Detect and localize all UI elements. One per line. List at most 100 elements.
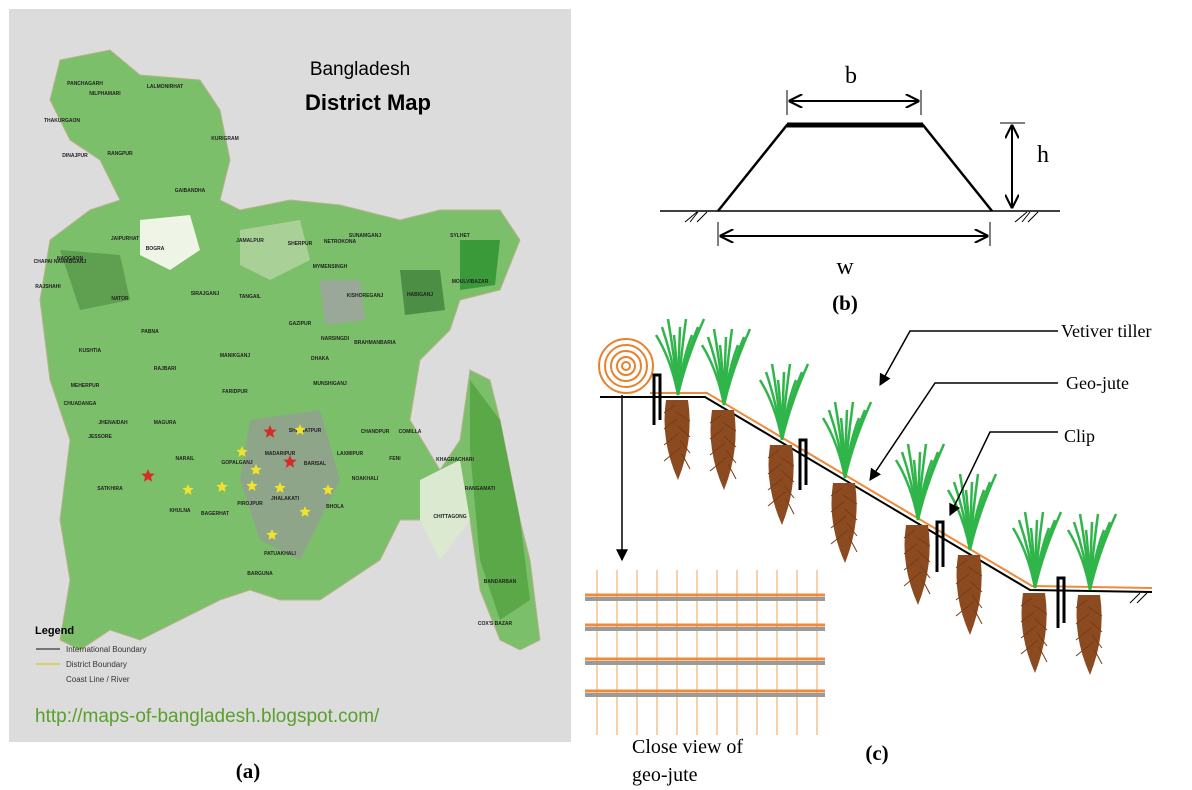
district-label: PABNA bbox=[141, 329, 159, 335]
district-label: KURIGRAM bbox=[211, 136, 239, 142]
district-label: CHUADANGA bbox=[64, 401, 97, 407]
label-b: b bbox=[845, 63, 857, 89]
district-label: KHAGRACHARI bbox=[436, 457, 474, 463]
caption-a: (a) bbox=[236, 759, 261, 783]
root bbox=[1077, 595, 1102, 675]
district-label: SYLHET bbox=[450, 233, 470, 239]
district-label: GAIBANDHA bbox=[175, 188, 206, 194]
district-label: PATUAKHALI bbox=[264, 551, 296, 557]
district-label: KISHOREGANJ bbox=[347, 293, 384, 299]
label-w: w bbox=[836, 254, 854, 280]
district-label: BRAHMANBARIA bbox=[354, 340, 396, 346]
district-label: PANCHAGARH bbox=[67, 81, 103, 87]
legend-item: District Boundary bbox=[66, 660, 127, 669]
district-label: RANGPUR bbox=[107, 151, 133, 157]
district-label: JHENAIDAH bbox=[98, 420, 128, 426]
slope-protection: Vetiver tiller Geo-jute Clip Close view … bbox=[585, 319, 1152, 786]
district-label: SHARIATPUR bbox=[289, 428, 322, 434]
district-label: GAZIPUR bbox=[289, 321, 312, 327]
district-label: PIROJPUR bbox=[237, 501, 263, 507]
district-label: NOAKHALI bbox=[352, 476, 379, 482]
legend-item: International Boundary bbox=[66, 645, 147, 654]
map-panel: Bangladesh District Map PANCHAGARH THAKUR… bbox=[9, 9, 571, 783]
district-label: TANGAIL bbox=[239, 294, 261, 300]
district-label: CHAPAI NAWABGANJ bbox=[34, 259, 87, 265]
figure: Bangladesh District Map PANCHAGARH THAKUR… bbox=[0, 0, 1192, 790]
root bbox=[832, 483, 857, 563]
caption-b: (b) bbox=[832, 291, 858, 315]
district-label: RAJBARI bbox=[154, 366, 177, 372]
jute-roll bbox=[599, 339, 653, 393]
close-view-label: geo-jute bbox=[632, 764, 698, 786]
district-label: KUSHTIA bbox=[79, 348, 102, 354]
root bbox=[1022, 593, 1047, 673]
caption-c: (c) bbox=[865, 741, 888, 765]
district-label: JAIPURHAT bbox=[111, 236, 139, 242]
embankment-section: b h w (b) bbox=[660, 63, 1060, 315]
district-label: HABIGANJ bbox=[407, 292, 433, 298]
callout-label: Geo-jute bbox=[1066, 373, 1129, 393]
geo-jute-mesh bbox=[585, 570, 825, 735]
district-label: MUNSHIGANJ bbox=[313, 381, 347, 387]
district-label: MANIKGANJ bbox=[220, 353, 250, 359]
district-label: SIRAJGANJ bbox=[191, 291, 220, 297]
district-label: GOPALGANJ bbox=[221, 460, 253, 466]
district-label: NILPHAMARI bbox=[89, 91, 121, 97]
district-label: MOULVIBAZAR bbox=[452, 279, 489, 285]
label-h: h bbox=[1037, 142, 1049, 168]
page: { "panel_a": { "title_line1": "Banglades… bbox=[0, 0, 1192, 790]
district-label: LAXMIPUR bbox=[337, 451, 364, 457]
district-label: MYMENSINGH bbox=[313, 264, 348, 270]
district-label: BARISAL bbox=[304, 461, 326, 467]
root bbox=[665, 400, 690, 480]
district-label: MADARIPUR bbox=[265, 451, 296, 457]
district-label: SHERPUR bbox=[288, 241, 313, 247]
district-label: KHULNA bbox=[169, 508, 190, 514]
district-label: BHOLA bbox=[326, 504, 344, 510]
district-label: JAMALPUR bbox=[236, 238, 264, 244]
legend-item: Coast Line / River bbox=[66, 675, 130, 684]
district-label: MEHERPUR bbox=[71, 383, 100, 389]
ground-hatch bbox=[685, 212, 1038, 222]
district-label: BAGERHAT bbox=[201, 511, 229, 517]
root bbox=[905, 525, 930, 605]
root bbox=[769, 445, 794, 525]
district-label: CHITTAGONG bbox=[433, 514, 466, 520]
callout-label: Vetiver tiller bbox=[1061, 321, 1151, 341]
district-label: NETROKONA bbox=[324, 239, 357, 245]
district-label: COMILLA bbox=[399, 429, 422, 435]
district-label: CHANDPUR bbox=[361, 429, 390, 435]
district-label: DHAKA bbox=[311, 356, 329, 362]
district-label: RANGAMATI bbox=[465, 486, 496, 492]
plants bbox=[656, 319, 1116, 675]
district-label: FENI bbox=[389, 456, 401, 462]
district-label: NARSINGDI bbox=[321, 336, 350, 342]
clip bbox=[937, 522, 943, 572]
callout-label: Clip bbox=[1064, 426, 1095, 446]
root bbox=[711, 410, 736, 490]
district-label: DINAJPUR bbox=[62, 153, 88, 159]
close-view-label: Close view of bbox=[632, 736, 743, 758]
district-label: BANDARBAN bbox=[484, 579, 517, 585]
map-subtitle: District Map bbox=[305, 90, 431, 115]
map-url: http://maps-of-bangladesh.blogspot.com/ bbox=[35, 706, 380, 727]
trapezoid bbox=[718, 125, 992, 211]
map-title: Bangladesh bbox=[310, 59, 410, 80]
clip bbox=[800, 440, 806, 490]
district-label: NARAIL bbox=[176, 456, 195, 462]
district-label: SATKHIRA bbox=[97, 486, 123, 492]
district-label: BARGUNA bbox=[247, 571, 273, 577]
clip bbox=[654, 375, 660, 425]
legend-title: Legend bbox=[35, 625, 74, 637]
district-label: COX'S BAZAR bbox=[478, 621, 513, 627]
district-label: LALMONIRHAT bbox=[147, 84, 183, 90]
root bbox=[957, 555, 982, 635]
district-label: FARIDPUR bbox=[222, 389, 248, 395]
district-label: THAKURGAON bbox=[44, 118, 80, 124]
district-label: RAJSHAHI bbox=[35, 284, 61, 290]
district-label: BOGRA bbox=[146, 246, 165, 252]
ground-hatch bbox=[1130, 593, 1147, 603]
district-label: JESSORE bbox=[88, 434, 112, 440]
district-label: NATOR bbox=[111, 296, 129, 302]
district-label: JHALAKATI bbox=[271, 496, 300, 502]
